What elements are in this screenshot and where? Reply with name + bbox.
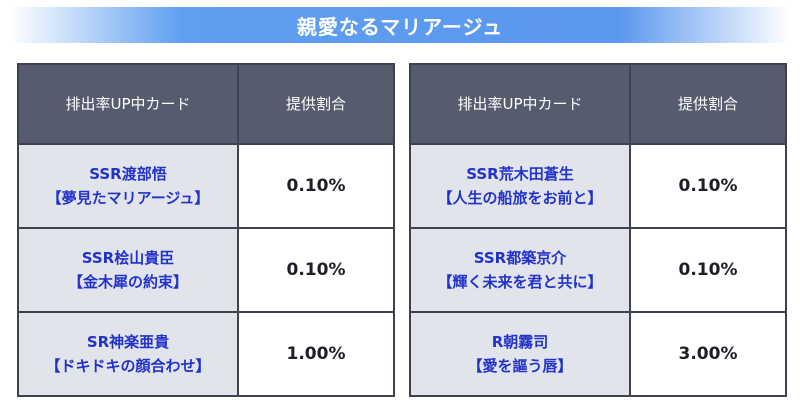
table-row: SSR渡部悟 【夢見たマリアージュ】 0.10% xyxy=(17,142,395,229)
header-rate: 提供割合 xyxy=(237,63,395,145)
card-name: SSR桧山貴臣 xyxy=(81,248,175,267)
card-rate: 0.10% xyxy=(629,226,787,313)
table-header-row: 排出率UP中カード 提供割合 xyxy=(409,63,787,145)
card-name: SSR荒木田蒼生 xyxy=(466,164,574,183)
card-name: R朝霧司 xyxy=(491,332,549,351)
table-row: R朝霧司 【愛を謳う唇】 3.00% xyxy=(409,310,787,398)
card-name: SSR渡部悟 xyxy=(89,164,167,183)
card-rate: 0.10% xyxy=(629,142,787,229)
rate-table-left: 排出率UP中カード 提供割合 SSR渡部悟 【夢見たマリアージュ】 0.10% … xyxy=(17,63,395,398)
header-rate: 提供割合 xyxy=(629,63,787,145)
card-subtitle: 【人生の船旅をお前と】 xyxy=(437,188,603,207)
table-row: SSR都築京介 【輝く未来を君と共に】 0.10% xyxy=(409,226,787,313)
card-name: SSR都築京介 xyxy=(473,248,567,267)
table-row: SSR桧山貴臣 【金木犀の約束】 0.10% xyxy=(17,226,395,313)
card-name-cell: SSR都築京介 【輝く未来を君と共に】 xyxy=(409,226,631,313)
card-subtitle: 【輝く未来を君と共に】 xyxy=(437,272,603,291)
card-rate: 1.00% xyxy=(237,310,395,398)
card-name-cell: SSR荒木田蒼生 【人生の船旅をお前と】 xyxy=(409,142,631,229)
card-rate: 0.10% xyxy=(237,226,395,313)
card-subtitle: 【金木犀の約束】 xyxy=(67,272,188,291)
card-subtitle: 【夢見たマリアージュ】 xyxy=(46,188,210,207)
card-subtitle: 【愛を謳う唇】 xyxy=(467,356,573,375)
card-rate: 0.10% xyxy=(237,142,395,229)
card-name-cell: R朝霧司 【愛を謳う唇】 xyxy=(409,310,631,398)
card-name-cell: SSR桧山貴臣 【金木犀の約束】 xyxy=(17,226,239,313)
card-rate: 3.00% xyxy=(629,310,787,398)
table-row: SR神楽亜貴 【ドキドキの顔合わせ】 1.00% xyxy=(17,310,395,398)
rate-table-right: 排出率UP中カード 提供割合 SSR荒木田蒼生 【人生の船旅をお前と】 0.10… xyxy=(409,63,787,398)
title-banner: 親愛なるマリアージュ xyxy=(10,7,790,43)
page-title: 親愛なるマリアージュ xyxy=(296,14,504,39)
header-card: 排出率UP中カード xyxy=(409,63,631,145)
table-header-row: 排出率UP中カード 提供割合 xyxy=(17,63,395,145)
card-subtitle: 【ドキドキの顔合わせ】 xyxy=(45,356,211,375)
table-row: SSR荒木田蒼生 【人生の船旅をお前と】 0.10% xyxy=(409,142,787,229)
card-name-cell: SR神楽亜貴 【ドキドキの顔合わせ】 xyxy=(17,310,239,398)
card-name: SR神楽亜貴 xyxy=(86,332,170,351)
header-card: 排出率UP中カード xyxy=(17,63,239,145)
card-name-cell: SSR渡部悟 【夢見たマリアージュ】 xyxy=(17,142,239,229)
